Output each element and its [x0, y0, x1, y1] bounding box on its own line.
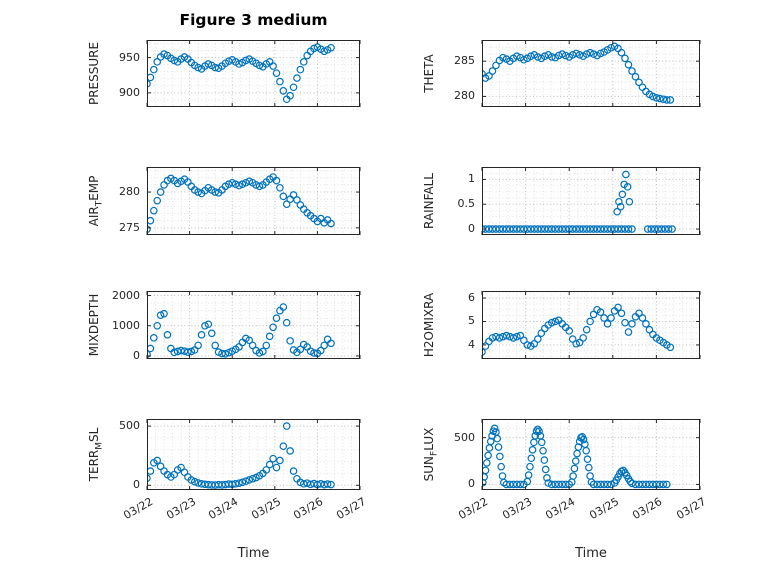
y-tick-label: 280 [119, 185, 140, 199]
subplot-rainfall: RAINFALL 0 0.5 1 [422, 167, 701, 235]
mixdepth-plot-area [146, 291, 361, 359]
y-tick-label: 1 [468, 172, 475, 186]
scatter-points [147, 43, 335, 104]
x-tick-label: 03/22 [456, 495, 491, 523]
x-axis-label-time-right: Time [575, 546, 607, 561]
x-tick-label: 03/27 [674, 495, 709, 523]
scatter-points [147, 173, 335, 234]
y-tick-label: 500 [119, 419, 140, 433]
air-temp-plot-area [146, 167, 361, 235]
y-tick-label: 1000 [112, 318, 140, 332]
x-axis-label-time-left: Time [237, 546, 270, 561]
h2omixra-plot-area [481, 291, 701, 359]
y-tick-label: 0 [133, 478, 140, 492]
scatter-points [482, 170, 676, 233]
x-tick-label: 03/25 [587, 495, 621, 523]
scatter-points [482, 303, 675, 356]
terr-msl-plot-area [146, 419, 361, 490]
y-tick-label: 950 [119, 50, 140, 64]
subplot-air-temp: AIRTEMP 275 280 [87, 167, 361, 235]
pressure-plot-area [146, 40, 361, 107]
subplot-pressure: Figure 3 medium PRESSURE 900 950 [87, 11, 361, 107]
scatter-points [147, 303, 335, 358]
y-tick-label: 500 [454, 430, 475, 444]
y-tick-label: 0.5 [457, 197, 476, 211]
x-tick-label: 03/23 [499, 495, 534, 523]
subplot-theta: THETA 280 285 [422, 40, 701, 107]
y-tick-label: 275 [119, 220, 140, 234]
x-tick-label: 03/26 [630, 495, 665, 523]
scatter-points [482, 42, 675, 104]
rainfall-plot-area [481, 167, 701, 235]
sun-flux-plot-area [481, 419, 701, 490]
x-tick-label: 03/26 [291, 495, 326, 523]
x-tick-label: 03/23 [163, 495, 198, 523]
x-tick-label: 03/22 [121, 495, 156, 523]
y-tick-label: 285 [454, 54, 475, 68]
y-tick-label: 280 [454, 89, 475, 103]
x-tick-label: 03/24 [206, 495, 241, 523]
y-tick-label: 0 [133, 348, 140, 362]
scatter-points [482, 424, 671, 489]
y-tick-label: 6 [468, 291, 475, 305]
y-tick-label: 0 [468, 477, 475, 491]
subplot-mixdepth: MIXDEPTH 0 1000 2000 [87, 289, 361, 362]
theta-plot-area [481, 40, 701, 107]
x-tick-label: 03/27 [334, 495, 369, 523]
y-tick-label: 2000 [112, 288, 140, 302]
y-tick-label: 4 [468, 337, 475, 351]
figure-title: Figure 3 medium [179, 11, 328, 29]
x-tick-label: 03/24 [543, 495, 578, 523]
y-tick-label: 900 [119, 85, 140, 99]
y-tick-label: 0 [468, 222, 475, 236]
y-tick-label: 5 [468, 314, 475, 328]
subplot-sun-flux: SUNFLUX Time 0 500 03/22 03/23 03/24 03/25 03/… [422, 419, 708, 561]
x-tick-label: 03/25 [249, 495, 283, 523]
subplot-terr-msl: TERRMSL Time 0 500 03/22 03/23 03/24 03/25 03/… [87, 419, 368, 561]
